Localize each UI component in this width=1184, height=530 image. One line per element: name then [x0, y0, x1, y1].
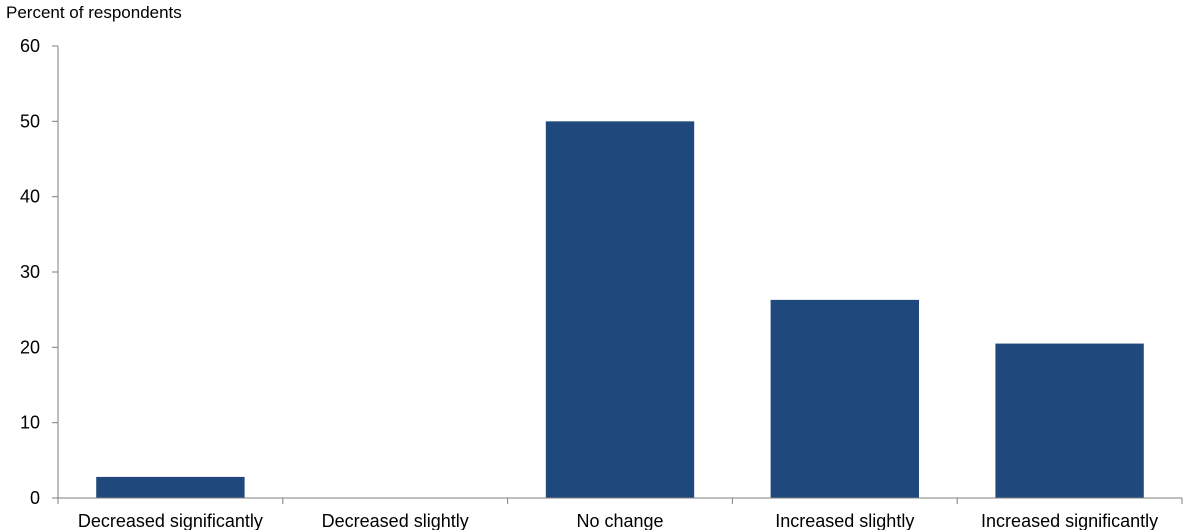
y-tick-label: 30 [20, 262, 40, 282]
x-tick-label: Decreased slightly [322, 511, 469, 530]
x-tick-label: Decreased significantly [78, 511, 263, 530]
y-tick-label: 60 [20, 36, 40, 56]
bar [995, 343, 1144, 498]
x-tick-label: Increased significantly [981, 511, 1158, 530]
y-tick-label: 50 [20, 111, 40, 131]
x-tick-label: Increased slightly [775, 511, 914, 530]
bars [96, 121, 1144, 498]
y-tick-label: 10 [20, 413, 40, 433]
y-tick-label: 40 [20, 187, 40, 207]
x-axis: Decreased significantly Decreased slightl… [57, 497, 1183, 530]
x-tick-label: No change [576, 511, 663, 530]
y-tick-label: 20 [20, 337, 40, 357]
y-axis: 0 10 20 30 40 50 60 [20, 36, 59, 508]
bar [545, 121, 695, 498]
y-tick-label: 0 [30, 488, 40, 508]
bar [770, 299, 919, 498]
y-axis-label: Percent of respondents [6, 3, 182, 22]
bar [96, 476, 245, 498]
